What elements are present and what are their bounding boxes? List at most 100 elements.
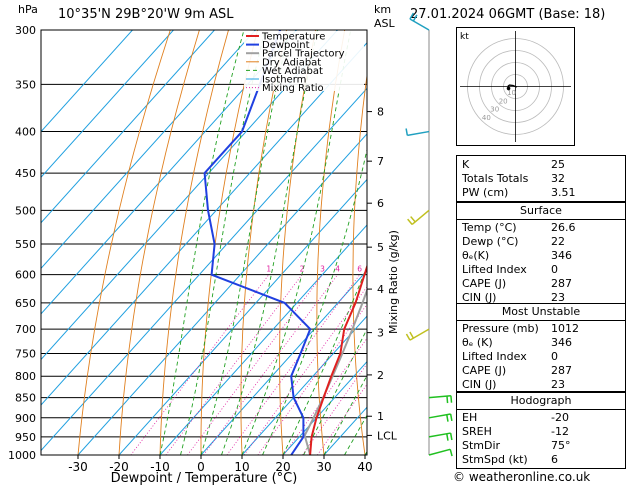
parcel-trajectory-line xyxy=(303,287,367,455)
hodograph-title: Hodograph xyxy=(510,394,572,407)
index-value: 287 xyxy=(551,277,572,290)
pressure-tick-label: 900 xyxy=(15,412,36,425)
temperature-tick-label: 30 xyxy=(316,460,331,474)
forecast-datetime: 27.01.2024 06GMT (Base: 18) xyxy=(410,7,606,22)
temperature-tick-label: -30 xyxy=(68,460,88,474)
index-label: CAPE (J) xyxy=(462,364,507,377)
barb-flag xyxy=(449,432,453,441)
height-unit-asl: ASL xyxy=(374,17,395,30)
barb-flag xyxy=(450,395,453,403)
copyright-credit: © weatheronline.co.uk xyxy=(453,470,591,484)
index-row: StmDir 75° xyxy=(457,439,625,454)
dry-adiabat-line xyxy=(77,30,171,455)
barb-flag xyxy=(449,449,453,457)
pressure-tick-label: 650 xyxy=(15,297,36,310)
wet-adiabat-line xyxy=(159,30,245,455)
isotherm-line xyxy=(41,30,215,224)
wind-barb xyxy=(428,413,453,422)
most-unstable-box: Most Unstable Pressure (mb) 1012 θₑ (K) 346… xyxy=(456,303,626,392)
index-row: CIN (J) 23 xyxy=(457,291,625,306)
wet-adiabat-line xyxy=(262,147,367,455)
index-value: 3.51 xyxy=(551,186,576,199)
index-row: θₑ(K) 346 xyxy=(457,249,625,264)
hodograph-ring-label: 20 xyxy=(499,97,508,105)
mixing-ratio-line xyxy=(165,274,303,455)
index-label: K xyxy=(462,158,470,171)
index-value: 25 xyxy=(551,158,565,171)
mixing-ratio-label: 25 xyxy=(440,265,450,274)
legend-bg xyxy=(244,31,364,91)
barb-flag xyxy=(446,433,449,441)
dry-adiabat-line xyxy=(200,30,258,455)
mixing-ratio-label: 1 xyxy=(266,265,271,274)
dewpoint-line xyxy=(203,30,312,455)
hodograph-ring-label: 40 xyxy=(482,114,491,122)
barb-shaft xyxy=(407,130,430,137)
most-unstable-title: Most Unstable xyxy=(501,305,581,318)
index-row: StmSpd (kt) 6 xyxy=(457,453,625,468)
barb-flag xyxy=(409,12,415,20)
index-value: 346 xyxy=(551,336,572,349)
barb-flag xyxy=(446,414,449,422)
isotherm-line xyxy=(41,30,256,270)
pressure-tick-label: 450 xyxy=(15,167,36,180)
barb-flag xyxy=(407,218,413,225)
surface-box: Surface Temp (°C) 26.6 Dewp (°C) 22 θₑ(K) 346… xyxy=(456,202,626,304)
wind-barb xyxy=(405,328,430,341)
km-tick-label: 7 xyxy=(377,155,384,168)
skewt-axes: 3003504004505005506006507007508008509009… xyxy=(8,24,400,486)
pressure-tick-label: 300 xyxy=(15,24,36,37)
index-value: 26.6 xyxy=(551,221,576,234)
index-label: θₑ(K) xyxy=(462,249,490,262)
wind-barb xyxy=(428,432,453,441)
hodograph-start-point xyxy=(506,86,511,91)
temperature-tick-label: 40 xyxy=(357,460,372,474)
index-value: 23 xyxy=(551,378,565,391)
isotherm-line xyxy=(282,360,367,455)
index-row: Dewp (°C) 22 xyxy=(457,235,625,250)
index-label: SREH xyxy=(462,425,492,438)
dry-adiabat-line xyxy=(422,30,447,455)
wind-barb xyxy=(405,128,430,137)
mixing-ratio-label: 4 xyxy=(335,265,340,274)
skewt-chart: 1 2 3 4 6 8 10 15 20 25 3003504004505005506006507… xyxy=(8,12,453,486)
mixing-ratio-line xyxy=(283,337,367,455)
index-value: 346 xyxy=(551,249,572,262)
pressure-tick-label: 600 xyxy=(15,269,36,282)
pressure-tick-label: 850 xyxy=(15,392,36,405)
barb-shaft xyxy=(411,209,430,226)
pressure-tick-label: 750 xyxy=(15,347,36,360)
index-label: Lifted Index xyxy=(462,350,527,363)
isotherm-line xyxy=(41,42,367,406)
wind-barb xyxy=(428,394,453,404)
pressure-unit-label: hPa xyxy=(18,3,38,16)
index-value: 287 xyxy=(551,364,572,377)
wet-adiabat-line xyxy=(323,374,367,455)
index-label: CAPE (J) xyxy=(462,277,507,290)
index-value: 1012 xyxy=(551,322,579,335)
isotherm-line xyxy=(118,178,367,455)
hodograph-ring-label: 30 xyxy=(490,106,499,114)
km-tick-label: 5 xyxy=(377,241,384,254)
wet-adiabat-line xyxy=(180,30,266,455)
index-value: -12 xyxy=(551,425,569,438)
km-tick-label: 2 xyxy=(377,369,384,382)
temperature-line xyxy=(309,263,367,455)
barb-flag xyxy=(412,14,418,22)
isotherm-line xyxy=(41,30,133,133)
skewt-grid xyxy=(41,30,447,455)
skewt-profiles: 1 2 3 4 6 8 10 15 20 25 xyxy=(203,30,450,455)
mixing-ratio-label: 3 xyxy=(320,265,325,274)
index-label: CIN (J) xyxy=(462,378,497,391)
index-label: StmSpd (kt) xyxy=(462,453,528,466)
index-label: PW (cm) xyxy=(462,186,509,199)
temperature-tick-label: -20 xyxy=(109,460,129,474)
barb-flag xyxy=(410,216,416,223)
surface-title: Surface xyxy=(520,204,562,217)
index-label: StmDir xyxy=(462,439,501,452)
km-tick-label: 3 xyxy=(377,327,384,340)
mixing-ratio-line xyxy=(302,363,367,455)
mixing-ratio-label: 15 xyxy=(408,265,418,274)
index-row: CIN (J) 23 xyxy=(457,378,625,393)
